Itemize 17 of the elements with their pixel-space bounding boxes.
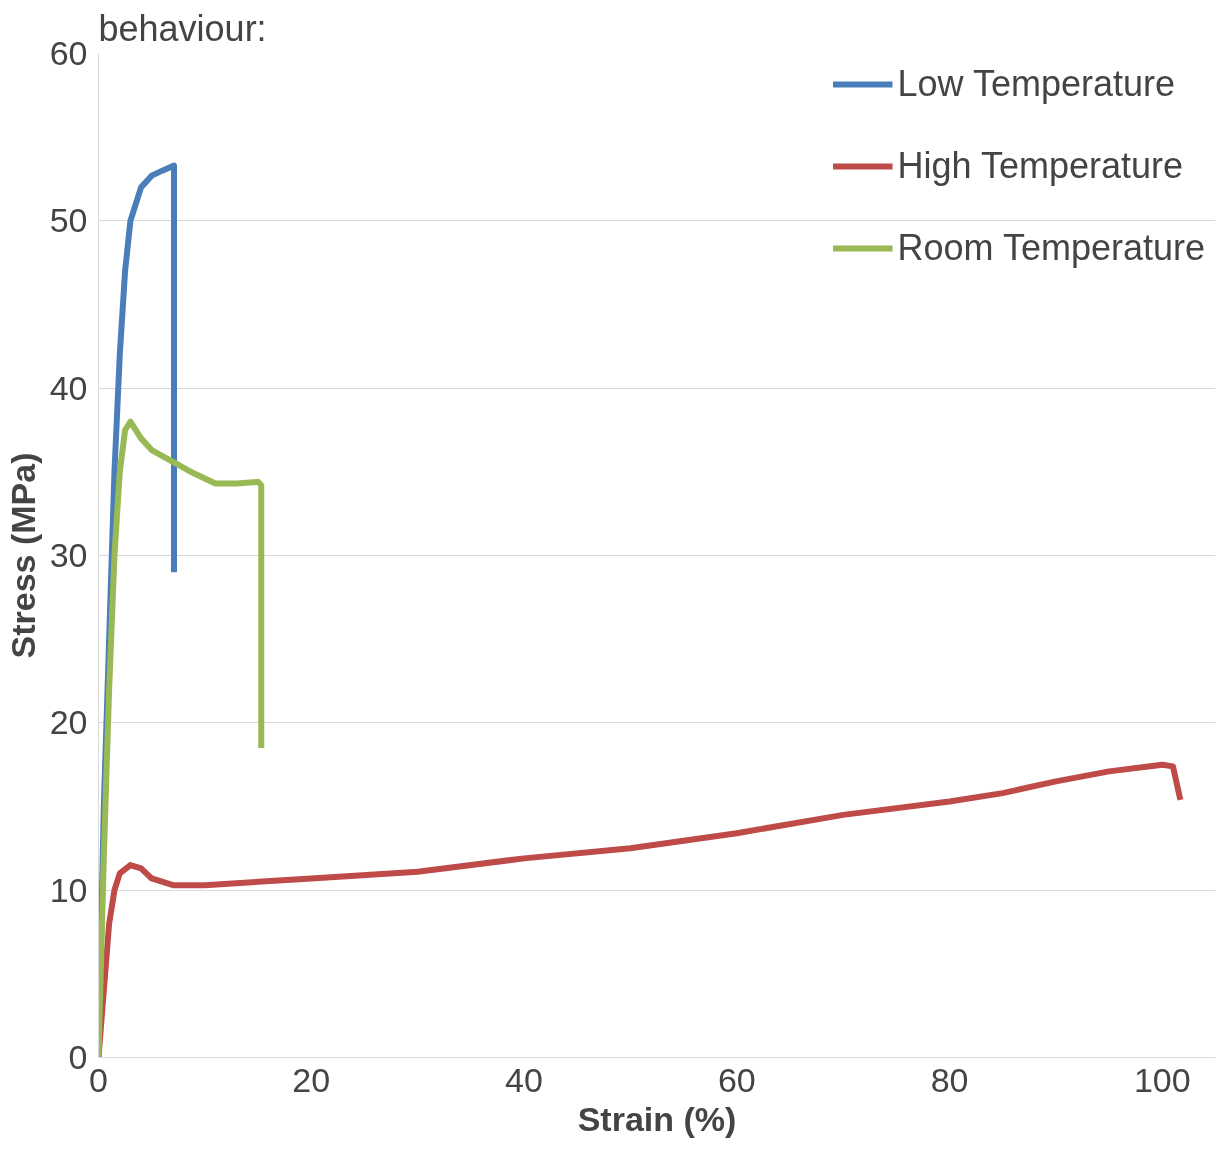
x-axis-title: Strain (%) — [577, 1099, 737, 1138]
text: behaviour: — [98, 7, 267, 49]
x-tick-label: 40 — [505, 1060, 543, 1099]
legend-label: Room Temperature — [897, 227, 1205, 269]
y-tick-label: 30 — [49, 536, 88, 574]
legend-label: Low Temperature — [897, 63, 1176, 105]
y-tick-label: 40 — [49, 368, 88, 407]
y-axis-title: Stress (MPa) — [3, 452, 42, 659]
legend-label: High Temperature — [897, 145, 1184, 187]
y-tick-label: 60 — [49, 34, 88, 72]
y-tick-label: 20 — [49, 703, 88, 742]
y-tick-label: 50 — [49, 201, 88, 240]
x-tick-label: 100 — [1133, 1060, 1191, 1099]
x-tick-label: 60 — [717, 1060, 756, 1099]
y-tick-label: 10 — [49, 870, 88, 909]
x-tick-label: 80 — [930, 1060, 969, 1099]
x-tick-label: 20 — [292, 1060, 331, 1099]
